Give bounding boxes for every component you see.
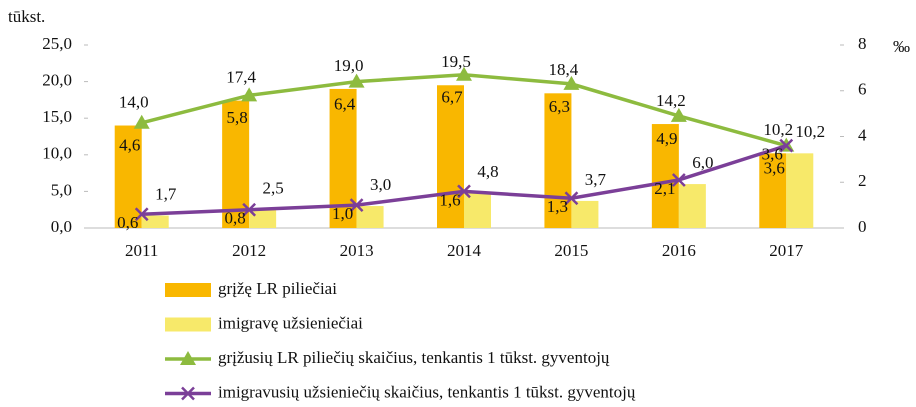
bar (571, 200, 599, 228)
x-tick-label: 2012 (232, 241, 266, 260)
marker (671, 173, 686, 187)
data-label: 14,2 (656, 91, 686, 110)
marker (241, 87, 258, 102)
bar (141, 215, 169, 228)
data-label: 2,5 (263, 179, 284, 198)
marker (242, 202, 257, 217)
legend-marker (181, 386, 195, 401)
data-label: 3,7 (585, 170, 607, 189)
data-label: 1,7 (155, 184, 177, 203)
bar (544, 93, 572, 228)
y2-tick-label: 2 (858, 171, 867, 190)
data-label: 1,0 (332, 204, 353, 223)
data-label: 0,6 (117, 213, 138, 232)
y-tick-label: 20,0 (42, 71, 72, 90)
data-label: 18,4 (549, 60, 579, 79)
legend-label: imigravę užsieniečiai (218, 313, 363, 332)
y-axis-label: tūkst. (8, 7, 45, 26)
y-tick-label: 10,0 (42, 144, 72, 163)
marker (779, 138, 794, 153)
y2-tick-label: 6 (858, 80, 867, 99)
data-label: 4,9 (656, 129, 677, 148)
data-label: 5,8 (227, 108, 248, 127)
marker (564, 191, 579, 206)
legend-swatch (165, 317, 211, 332)
y2-tick-label: 4 (858, 125, 867, 144)
data-label: 3,0 (370, 175, 391, 194)
y-tick-label: 15,0 (42, 107, 72, 126)
y2-axis-label: ‰ (893, 37, 910, 56)
data-label: 2,1 (654, 179, 675, 198)
marker (348, 73, 365, 88)
data-label: 4,8 (477, 162, 498, 181)
data-label: 1,6 (439, 190, 460, 209)
legend-swatch (165, 283, 211, 297)
marker (457, 184, 471, 199)
marker (349, 198, 364, 213)
data-label: 19,5 (441, 52, 471, 71)
x-tick-label: 2015 (554, 241, 588, 260)
data-label: 17,4 (226, 68, 256, 87)
bar (437, 85, 464, 228)
data-label: 19,0 (334, 56, 364, 75)
data-label: 4,6 (119, 136, 140, 155)
bar (249, 209, 277, 228)
data-label: 10,2 (763, 120, 793, 139)
x-tick-label: 2014 (447, 241, 482, 260)
data-label: 10,2 (795, 122, 825, 141)
legend-label: grįžę LR piliečiai (218, 279, 337, 298)
marker (134, 207, 149, 222)
marker (563, 75, 580, 90)
marker (670, 107, 687, 122)
marker (133, 114, 150, 129)
y2-tick-label: 8 (858, 34, 867, 53)
y-tick-label: 5,0 (51, 180, 72, 199)
data-label: 1,3 (547, 197, 568, 216)
legend-marker (180, 351, 196, 365)
data-label: 6,7 (441, 88, 463, 107)
data-label: 6,3 (549, 97, 570, 116)
data-label: 14,0 (119, 92, 149, 111)
bar (759, 153, 787, 228)
y-tick-label: 0,0 (51, 217, 72, 236)
x-tick-label: 2016 (662, 241, 696, 260)
x-tick-label: 2011 (125, 241, 158, 260)
legend-label: imigravusių užsieniečių skaičius, tenkan… (218, 382, 636, 401)
legend-label: grįžusių LR piliečių skaičius, tenkantis… (218, 348, 610, 367)
bar (356, 206, 384, 228)
data-label: 6,4 (334, 95, 356, 114)
data-label: 0,8 (225, 209, 246, 228)
x-tick-label: 2017 (769, 241, 804, 260)
y2-tick-label: 0 (858, 217, 867, 236)
data-label: 6,0 (692, 153, 713, 172)
y-tick-label: 25,0 (42, 34, 72, 53)
data-label: 3,6 (764, 159, 785, 178)
bar (786, 153, 814, 228)
bar (464, 192, 491, 228)
x-tick-label: 2013 (340, 241, 374, 260)
data-label: 3,6 (762, 145, 783, 164)
bar (678, 184, 706, 228)
marker (456, 66, 472, 81)
